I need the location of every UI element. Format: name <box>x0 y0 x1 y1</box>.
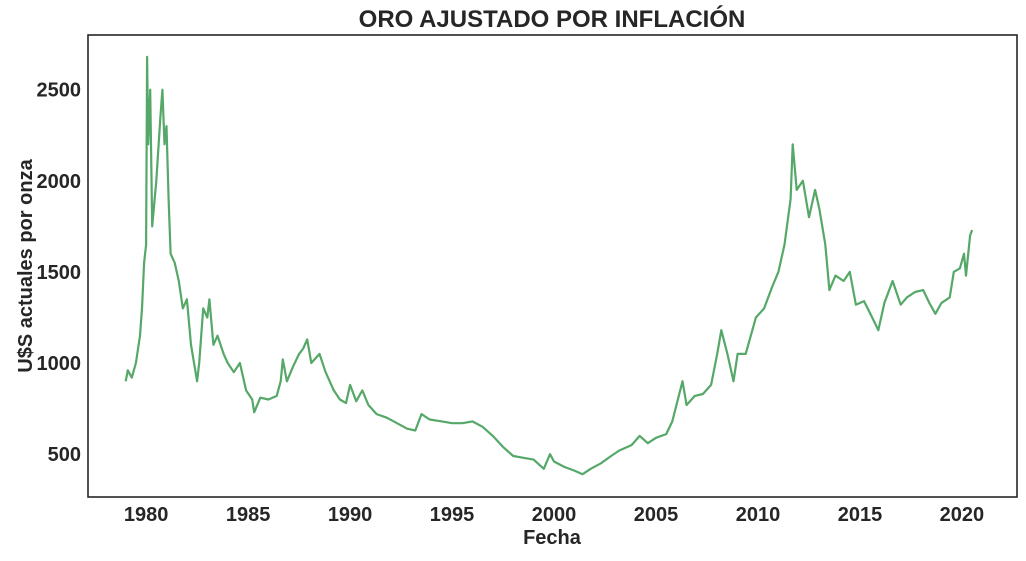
y-tick-label: 500 <box>48 444 81 466</box>
y-tick-label: 2000 <box>37 171 82 193</box>
chart-title: ORO AJUSTADO POR INFLACIÓN <box>359 5 746 33</box>
x-tick-label: 1980 <box>124 504 169 526</box>
y-axis: 500 1000 1500 2000 2500 <box>37 80 82 466</box>
x-tick-label: 2000 <box>532 504 577 526</box>
x-tick-label: 1985 <box>226 504 271 526</box>
y-axis-label: U$S actuales por onza <box>15 158 37 372</box>
x-tick-label: 1995 <box>430 504 475 526</box>
x-axis-label: Fecha <box>523 527 582 549</box>
x-tick-label: 1990 <box>328 504 373 526</box>
x-tick-label: 2010 <box>736 504 781 526</box>
x-tick-label: 2005 <box>634 504 679 526</box>
x-tick-label: 2015 <box>838 504 883 526</box>
series-line <box>124 55 974 476</box>
y-tick-label: 2500 <box>37 80 82 102</box>
y-tick-label: 1000 <box>37 353 82 375</box>
x-axis: 1980 1985 1990 1995 2000 2005 2010 2015 2020 <box>124 504 984 526</box>
plot-frame <box>87 34 1018 498</box>
y-tick-label: 1500 <box>37 262 82 284</box>
x-tick-label: 2020 <box>940 504 985 526</box>
